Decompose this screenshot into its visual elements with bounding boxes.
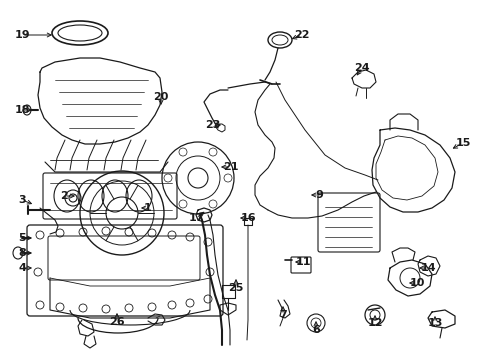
Text: 18: 18 [14,105,30,115]
Text: 22: 22 [294,30,309,40]
Text: 17: 17 [188,213,203,223]
Text: 7: 7 [279,310,286,320]
Text: 13: 13 [427,318,442,328]
Text: 3: 3 [18,195,26,205]
Text: 15: 15 [454,138,470,148]
Text: 12: 12 [366,318,382,328]
Text: 2: 2 [60,191,68,201]
Text: 21: 21 [223,162,238,172]
Text: 10: 10 [408,278,424,288]
Text: 20: 20 [153,92,168,102]
Text: 9: 9 [314,190,322,200]
Text: 26: 26 [109,317,124,327]
Text: 16: 16 [240,213,255,223]
Text: 19: 19 [14,30,30,40]
Text: 11: 11 [295,257,310,267]
Text: 4: 4 [18,263,26,273]
Text: 25: 25 [228,283,243,293]
Text: 23: 23 [205,120,220,130]
Text: 8: 8 [18,248,26,258]
Text: 5: 5 [18,233,26,243]
Text: 1: 1 [144,203,152,213]
Text: 14: 14 [419,263,435,273]
Text: 6: 6 [311,325,319,335]
Text: 24: 24 [353,63,369,73]
